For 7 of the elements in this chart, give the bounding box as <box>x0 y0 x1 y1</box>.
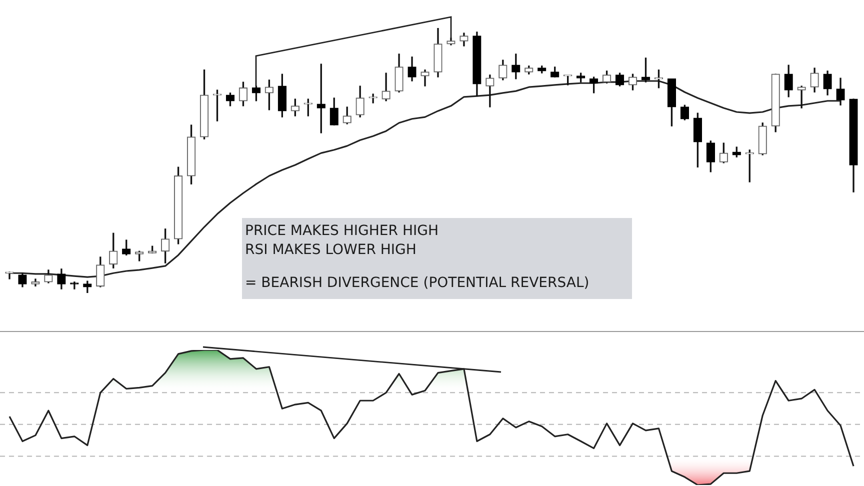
annotation: = BEARISH DIVERGENCE (POTENTIAL REVERSAL) <box>245 274 590 293</box>
candlestick <box>368 94 378 104</box>
note-box: PRICE MAKES HIGHER HIGH RSI MAKES LOWER HIGH = BEARISH DIVERGENCE (POTENTIAL REVERSAL) <box>242 218 632 299</box>
candlestick <box>486 74 494 108</box>
annotation: RSI MAKES LOWER HIGH <box>245 241 418 260</box>
candlestick <box>797 86 806 108</box>
annotation: PRICE MAKES HIGHER HIGH <box>245 222 440 241</box>
